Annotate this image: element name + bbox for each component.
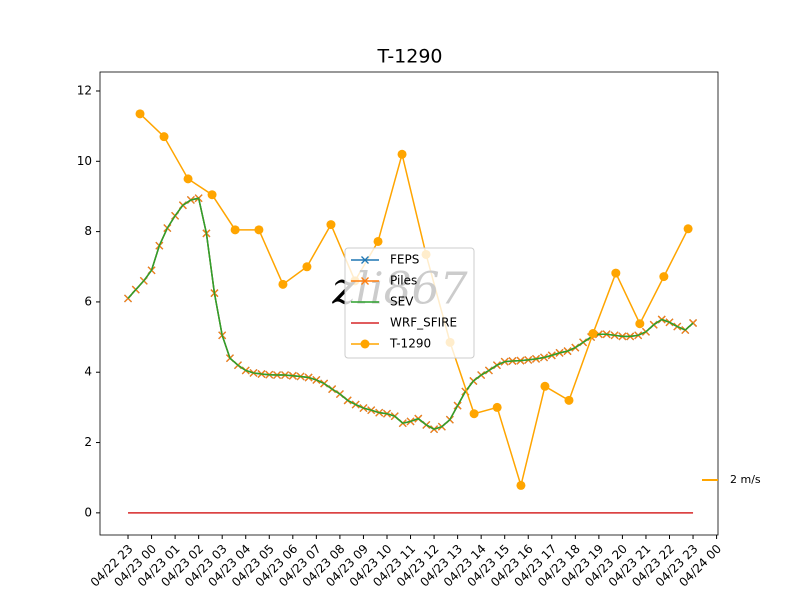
marker-dot xyxy=(254,225,264,235)
marker-dot xyxy=(183,174,193,184)
legend-label: SEV xyxy=(390,295,414,309)
series-line xyxy=(139,113,689,489)
marker-dot xyxy=(469,409,479,419)
marker-dot xyxy=(492,402,502,412)
chart-title: T-1290 xyxy=(376,46,442,68)
y-tick-label: 2 xyxy=(84,435,92,449)
legend-marker xyxy=(360,339,370,349)
marker-dot xyxy=(564,395,574,405)
marker-dot xyxy=(278,279,288,289)
marker-dot xyxy=(588,329,598,339)
marker-dot xyxy=(611,268,621,278)
marker-dot xyxy=(302,262,312,272)
marker-dot xyxy=(397,149,407,159)
y-tick-label: 4 xyxy=(84,365,92,379)
y-tick-label: 6 xyxy=(84,294,92,308)
marker-dot xyxy=(207,190,217,200)
marker-dot xyxy=(540,381,550,391)
marker-dot xyxy=(683,224,693,234)
quiver-key-label: 2 m/s xyxy=(730,473,761,486)
legend-label: Piles xyxy=(390,274,417,288)
series-line xyxy=(127,197,694,430)
plot-frame xyxy=(99,71,719,536)
marker-dot xyxy=(659,272,669,282)
marker-dot xyxy=(326,220,336,230)
marker-dot xyxy=(516,480,526,490)
y-tick-label: 10 xyxy=(77,154,92,168)
marker-dot xyxy=(159,132,169,142)
y-tick-label: 8 xyxy=(84,224,92,238)
legend-label: WRF_SFIRE xyxy=(390,316,457,330)
marker-dot xyxy=(230,225,240,235)
marker-dot xyxy=(373,236,383,246)
legend-marker xyxy=(361,256,369,264)
y-tick-label: 0 xyxy=(84,505,92,519)
legend-label: FEPS xyxy=(390,253,419,267)
legend-label: T-1290 xyxy=(389,337,431,351)
legend-marker xyxy=(361,277,369,285)
marker-dot xyxy=(135,109,145,119)
y-tick-label: 12 xyxy=(77,83,92,97)
marker-dot xyxy=(635,319,645,329)
legend-box xyxy=(344,247,475,359)
